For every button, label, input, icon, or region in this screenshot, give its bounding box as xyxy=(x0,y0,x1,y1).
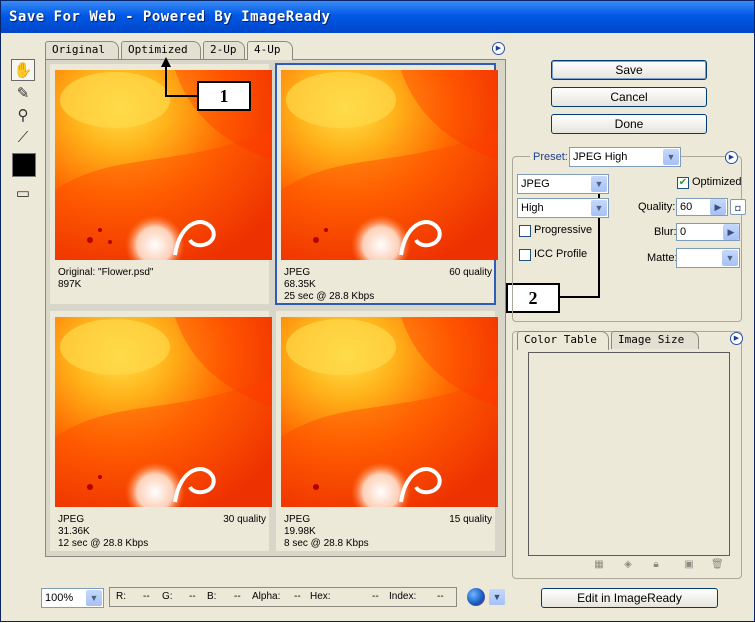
hand-icon[interactable]: ✋ xyxy=(11,59,35,81)
browser-preview-icon[interactable] xyxy=(467,588,485,606)
web-shift-icon[interactable]: ▦ xyxy=(594,559,604,570)
color-info-bar: R: -- G: -- B: -- Alpha: -- Hex: -- Inde… xyxy=(109,587,457,607)
pane-info: Original: "Flower.psd" 897K xyxy=(58,267,270,291)
pane-line1: JPEG xyxy=(58,514,85,525)
chevron-down-icon: ▼ xyxy=(591,176,607,192)
pane-quality: 30 quality xyxy=(223,514,266,525)
hex-value: -- xyxy=(372,591,379,602)
zoom-value: 100% xyxy=(45,592,74,604)
callout-2: 2 xyxy=(506,283,560,313)
tab-optimized[interactable]: Optimized xyxy=(121,41,201,59)
eyedropper-color-swatch[interactable] xyxy=(12,153,36,177)
title-bar: Save For Web - Powered By ImageReady xyxy=(1,1,754,33)
pane-line3: 25 sec @ 28.8 Kbps xyxy=(284,291,375,302)
g-value: -- xyxy=(189,591,196,602)
blur-slider-arrow-icon[interactable]: ▶ xyxy=(723,224,739,240)
icc-profile-checkbox[interactable] xyxy=(519,249,531,261)
callout-1-arrowhead xyxy=(161,57,171,67)
preset-select[interactable]: JPEG High ▼ xyxy=(569,147,681,167)
flower-image xyxy=(281,317,498,507)
quality-mask-icon[interactable]: ◘ xyxy=(730,199,746,215)
b-label: B: xyxy=(207,591,217,602)
trash-icon[interactable]: 🗑︎ xyxy=(711,559,724,570)
cancel-button[interactable]: Cancel xyxy=(551,87,707,107)
index-value: -- xyxy=(437,591,444,602)
progressive-label: Progressive xyxy=(534,224,593,236)
pane-info: JPEG 68.35K 25 sec @ 28.8 Kbps 60 qualit… xyxy=(284,267,496,303)
done-button[interactable]: Done xyxy=(551,114,707,134)
preset-label: Preset: xyxy=(530,151,571,163)
edit-in-imageready-button[interactable]: Edit in ImageReady xyxy=(541,588,718,608)
pane-line2: 68.35K xyxy=(284,279,316,290)
icc-profile-label: ICC Profile xyxy=(534,248,588,260)
slice-select-icon[interactable]: ✎ xyxy=(16,85,30,102)
pane-line1: JPEG xyxy=(284,514,311,525)
cube-icon[interactable]: ◈ xyxy=(624,559,632,570)
color-table-menu-arrow-icon[interactable]: ▶ xyxy=(730,332,743,345)
flower-image xyxy=(281,70,498,260)
pane-line2: 897K xyxy=(58,279,82,290)
tab-4-up[interactable]: 4-Up xyxy=(247,41,293,60)
tab-2-up[interactable]: 2-Up xyxy=(203,41,245,59)
r-value: -- xyxy=(143,591,150,602)
callout-1: 1 xyxy=(197,81,251,111)
callout-2-line xyxy=(559,185,600,298)
index-label: Index: xyxy=(389,591,417,602)
matte-select[interactable]: ▼ xyxy=(676,248,740,268)
b-value: -- xyxy=(234,591,241,602)
g-label: G: xyxy=(162,591,173,602)
pane-line1: JPEG xyxy=(284,267,311,278)
quality-label: Quality: xyxy=(638,201,676,213)
alpha-label: Alpha: xyxy=(252,591,281,602)
pane-info: JPEG 31.36K 12 sec @ 28.8 Kbps 30 qualit… xyxy=(58,514,270,550)
optimized-checkbox[interactable]: ✔ xyxy=(677,177,689,189)
eyedropper-icon[interactable]: ⟋ xyxy=(17,129,29,146)
pane-line3: 12 sec @ 28.8 Kbps xyxy=(58,538,149,549)
quality-slider-arrow-icon[interactable]: ▶ xyxy=(710,199,726,215)
window-title: Save For Web - Powered By ImageReady xyxy=(9,9,331,25)
view-menu-arrow-icon[interactable]: ▶ xyxy=(492,42,505,55)
new-color-icon[interactable]: ▣ xyxy=(684,559,694,570)
color-table-area[interactable] xyxy=(528,352,730,556)
chevron-down-icon: ▼ xyxy=(591,200,607,216)
optimized-label: Optimized xyxy=(692,176,742,188)
blur-label: Blur: xyxy=(654,226,677,238)
format-select[interactable]: JPEG ▼ xyxy=(517,174,609,194)
pane-quality: 60 quality xyxy=(449,267,492,278)
save-button[interactable]: Save xyxy=(551,60,707,80)
alpha-value: -- xyxy=(294,591,301,602)
tab-image-size[interactable]: Image Size xyxy=(611,331,699,349)
r-label: R: xyxy=(116,591,126,602)
quality-level-value: High xyxy=(521,202,544,214)
matte-label: Matte: xyxy=(647,252,678,264)
browser-menu-chevron-down-icon[interactable]: ▼ xyxy=(489,589,505,605)
settings-menu-arrow-icon[interactable]: ▶ xyxy=(725,151,738,164)
tab-color-table[interactable]: Color Table xyxy=(517,331,609,350)
chevron-down-icon: ▼ xyxy=(663,149,679,165)
toggle-slices-icon[interactable]: ▭ xyxy=(15,185,31,202)
chevron-down-icon: ▼ xyxy=(722,250,738,266)
callout-1-line xyxy=(165,65,197,97)
hex-label: Hex: xyxy=(310,591,331,602)
pane-info: JPEG 19.98K 8 sec @ 28.8 Kbps 15 quality xyxy=(284,514,496,550)
lock-icon[interactable]: 🔒︎ xyxy=(653,559,659,570)
progressive-checkbox[interactable] xyxy=(519,225,531,237)
preset-value: JPEG High xyxy=(573,151,628,163)
preview-pane-optimized-60[interactable]: JPEG 68.35K 25 sec @ 28.8 Kbps 60 qualit… xyxy=(275,63,498,305)
pane-line2: 31.36K xyxy=(58,526,90,537)
format-value: JPEG xyxy=(521,178,550,190)
chevron-down-icon: ▼ xyxy=(86,590,102,606)
pane-line3: 8 sec @ 28.8 Kbps xyxy=(284,538,369,549)
quality-level-select[interactable]: High ▼ xyxy=(517,198,609,218)
pane-line2: 19.98K xyxy=(284,526,316,537)
flower-image xyxy=(55,317,272,507)
preview-pane-optimized-30[interactable]: JPEG 31.36K 12 sec @ 28.8 Kbps 30 qualit… xyxy=(50,311,272,551)
tab-original[interactable]: Original xyxy=(45,41,119,59)
zoom-icon[interactable]: ⚲ xyxy=(17,107,29,124)
preview-pane-optimized-15[interactable]: JPEG 19.98K 8 sec @ 28.8 Kbps 15 quality xyxy=(276,311,498,551)
zoom-select[interactable]: 100% ▼ xyxy=(41,588,104,608)
pane-line1: Original: "Flower.psd" xyxy=(58,267,154,278)
pane-quality: 15 quality xyxy=(449,514,492,525)
